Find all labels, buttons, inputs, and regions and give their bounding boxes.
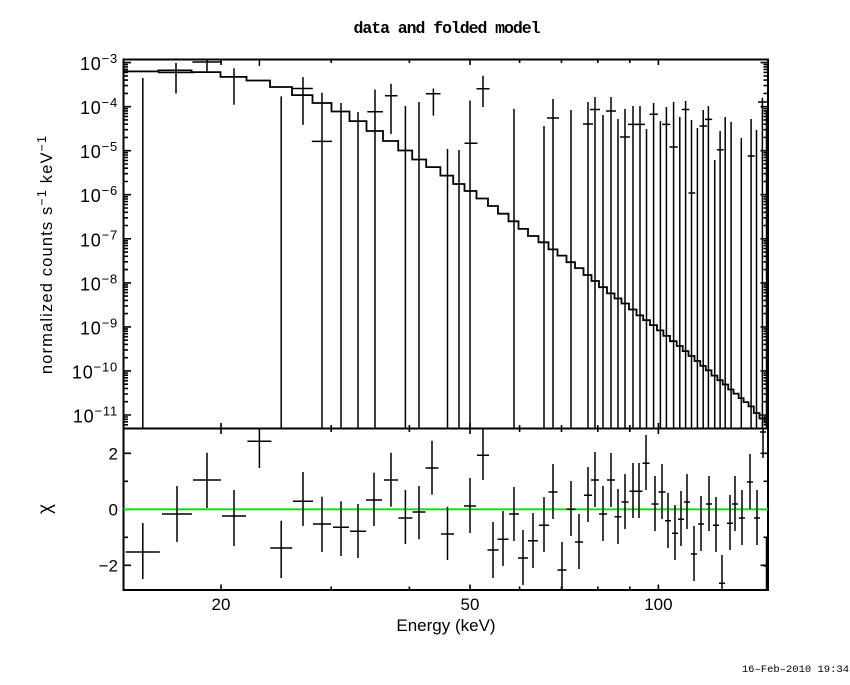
svg-text:16–Feb–2010 19:34: 16–Feb–2010 19:34 xyxy=(742,664,849,676)
svg-text:100: 100 xyxy=(644,595,672,614)
svg-text:2: 2 xyxy=(109,444,118,463)
svg-text:0: 0 xyxy=(109,500,118,519)
svg-text:Energy (keV): Energy (keV) xyxy=(396,616,495,635)
svg-text:20: 20 xyxy=(212,595,231,614)
svg-text:−2: −2 xyxy=(99,556,118,575)
svg-text:50: 50 xyxy=(461,595,480,614)
svg-text:χ: χ xyxy=(35,504,56,514)
svg-text:normalized counts s−1 keV−1: normalized counts s−1 keV−1 xyxy=(35,135,56,374)
svg-text:data and folded model: data and folded model xyxy=(354,19,541,38)
